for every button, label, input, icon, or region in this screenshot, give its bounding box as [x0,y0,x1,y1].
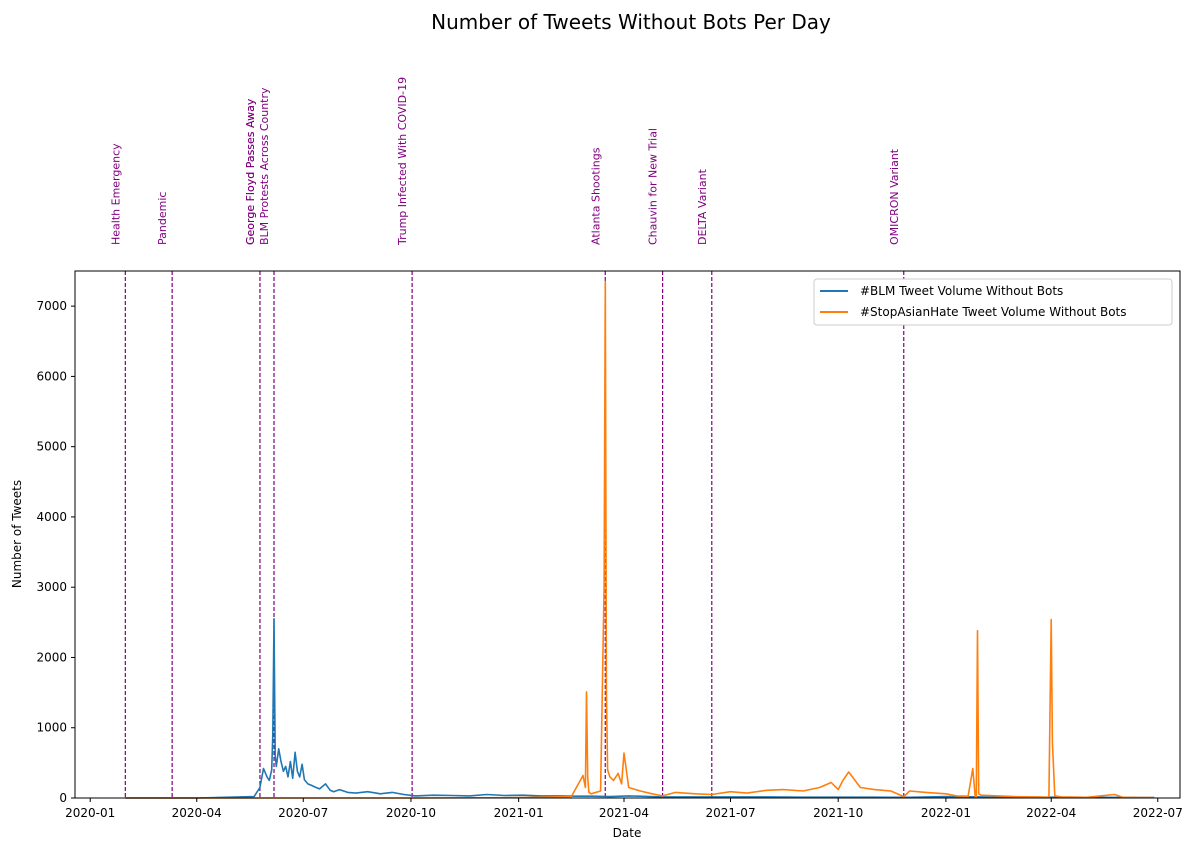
y-tick-label: 7000 [36,299,67,313]
event-label: Chauvin for New Trial [647,128,660,245]
x-tick-label: 2022-04 [1026,806,1076,820]
x-tick-label: 2021-01 [494,806,544,820]
chart-title: Number of Tweets Without Bots Per Day [431,10,831,34]
legend: #BLM Tweet Volume Without Bots #StopAsian… [813,278,1173,326]
series-line [125,280,1155,799]
event-label: OMICRON Variant [888,148,901,245]
y-tick-label: 1000 [36,721,67,735]
x-tick-label: 2022-01 [921,806,971,820]
event-label: BLM Protests Across Country [258,87,271,245]
x-tick-label: 2020-01 [65,806,115,820]
x-tick-label: 2020-04 [172,806,222,820]
series-line [125,617,1155,799]
event-label: DELTA Variant [696,168,709,245]
event-label: Pandemic [156,192,169,245]
event-label: Health Emergency [109,143,122,245]
legend-entry: #StopAsianHate Tweet Volume Without Bots [860,305,1127,319]
y-axis-label: Number of Tweets [10,480,24,588]
x-tick-label: 2022-07 [1133,806,1183,820]
y-tick-label: 4000 [36,510,67,524]
event-markers: Health Emergency Pandemic George Floyd Pas… [109,77,905,798]
x-axis: 2020-01 2020-04 2020-07 2020-10 2021-01 2021-… [65,798,1183,820]
event-label: Atlanta Shootings [589,147,602,245]
x-tick-label: 2020-10 [386,806,436,820]
event-label: George Floyd Passes Away [244,98,257,245]
x-tick-label: 2020-07 [278,806,328,820]
x-tick-label: 2021-07 [705,806,755,820]
plot-area-frame [74,270,1181,799]
legend-box [813,278,1173,326]
y-tick-label: 6000 [36,369,67,383]
y-tick-label: 3000 [36,580,67,594]
y-tick-label: 5000 [36,440,67,454]
x-tick-label: 2021-10 [813,806,863,820]
x-tick-label: 2021-04 [599,806,649,820]
event-label: George Floyd Passes Away [244,98,257,245]
y-tick-label: 0 [59,791,67,805]
y-tick-label: 2000 [36,650,67,664]
legend-entry: #BLM Tweet Volume Without Bots [860,284,1063,298]
x-axis-label: Date [613,826,642,840]
data-series [125,280,1155,799]
y-axis: 0 1000 2000 3000 4000 5000 6000 7000 [36,299,75,805]
event-label: Trump Infected With COVID-19 [396,77,409,246]
